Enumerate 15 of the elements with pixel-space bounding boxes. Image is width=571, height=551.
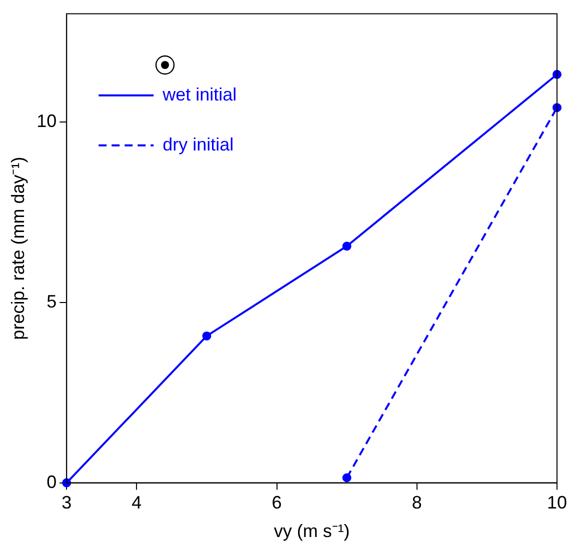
point	[202, 331, 212, 340]
legend-label: wet initial	[162, 84, 237, 104]
x-axis-title: vy (m s⁻¹)	[274, 521, 350, 542]
y-tick-label: 5	[46, 291, 57, 312]
y-axis-title: precip. rate (mm day⁻¹)	[8, 156, 28, 340]
x-tick-label: 10	[546, 492, 568, 513]
point	[342, 473, 352, 482]
point	[342, 242, 352, 251]
x-tick-label: 8	[412, 492, 422, 513]
y-tick-label: 10	[36, 111, 57, 131]
x-tick-label: 3	[62, 492, 72, 513]
x-tick-label: 6	[272, 492, 282, 513]
x-tick-label: 4	[132, 492, 142, 513]
legend-label: dry initial	[162, 134, 234, 154]
y-tick-label: 0	[46, 472, 57, 492]
